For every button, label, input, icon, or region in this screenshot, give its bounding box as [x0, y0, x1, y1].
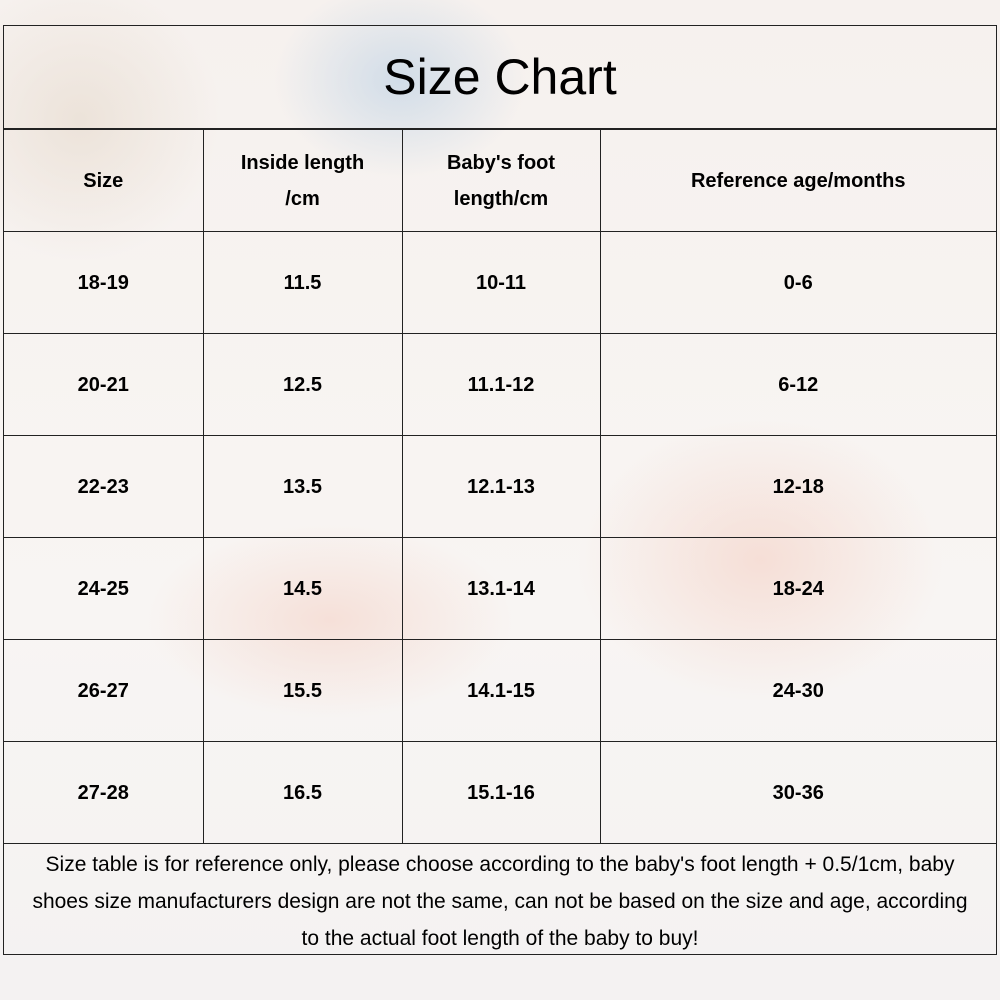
- header-reference-age: Reference age/months: [599, 129, 996, 232]
- header-size: Size: [4, 129, 204, 232]
- table-row: 20-21 12.5 11.1-12 6-12: [4, 333, 996, 436]
- cell-size: 20-21: [4, 333, 204, 436]
- header-foot-length: Baby's foot length/cm: [401, 129, 601, 232]
- cell-inside-length: 11.5: [202, 231, 403, 334]
- cell-reference-age: 6-12: [599, 333, 996, 436]
- cell-inside-length: 13.5: [202, 435, 403, 538]
- header-row: Size Inside length /cm Baby's foot lengt…: [4, 129, 996, 232]
- cell-inside-length: 16.5: [202, 741, 403, 844]
- table-row: 24-25 14.5 13.1-14 18-24: [4, 537, 996, 640]
- reference-note: Size table is for reference only, please…: [32, 852, 968, 950]
- cell-foot-length: 12.1-13: [401, 435, 601, 538]
- chart-title: Size Chart: [4, 26, 996, 129]
- size-table: Size Inside length /cm Baby's foot lengt…: [4, 129, 996, 844]
- cell-reference-age: 24-30: [599, 639, 996, 742]
- cell-inside-length: 12.5: [202, 333, 403, 436]
- cell-reference-age: 12-18: [599, 435, 996, 538]
- table-row: 26-27 15.5 14.1-15 24-30: [4, 639, 996, 742]
- cell-size: 26-27: [4, 639, 204, 742]
- cell-size: 18-19: [4, 231, 204, 334]
- cell-reference-age: 18-24: [599, 537, 996, 640]
- cell-reference-age: 30-36: [599, 741, 996, 844]
- cell-size: 24-25: [4, 537, 204, 640]
- cell-foot-length: 11.1-12: [401, 333, 601, 436]
- header-inside-length: Inside length /cm: [202, 129, 403, 232]
- header-inside-length-text: Inside length /cm: [240, 151, 365, 210]
- table-row: 22-23 13.5 12.1-13 12-18: [4, 435, 996, 538]
- cell-foot-length: 14.1-15: [401, 639, 601, 742]
- table-row: 18-19 11.5 10-11 0-6: [4, 231, 996, 334]
- size-chart: Size Chart Size Inside length /cm Baby's…: [3, 25, 997, 955]
- cell-foot-length: 15.1-16: [401, 741, 601, 844]
- header-foot-length-text: Baby's foot length/cm: [446, 151, 556, 210]
- cell-inside-length: 14.5: [202, 537, 403, 640]
- cell-inside-length: 15.5: [202, 639, 403, 742]
- cell-size: 27-28: [4, 741, 204, 844]
- cell-reference-age: 0-6: [599, 231, 996, 334]
- table-row: 27-28 16.5 15.1-16 30-36: [4, 741, 996, 844]
- cell-size: 22-23: [4, 435, 204, 538]
- cell-foot-length: 10-11: [401, 231, 601, 334]
- cell-foot-length: 13.1-14: [401, 537, 601, 640]
